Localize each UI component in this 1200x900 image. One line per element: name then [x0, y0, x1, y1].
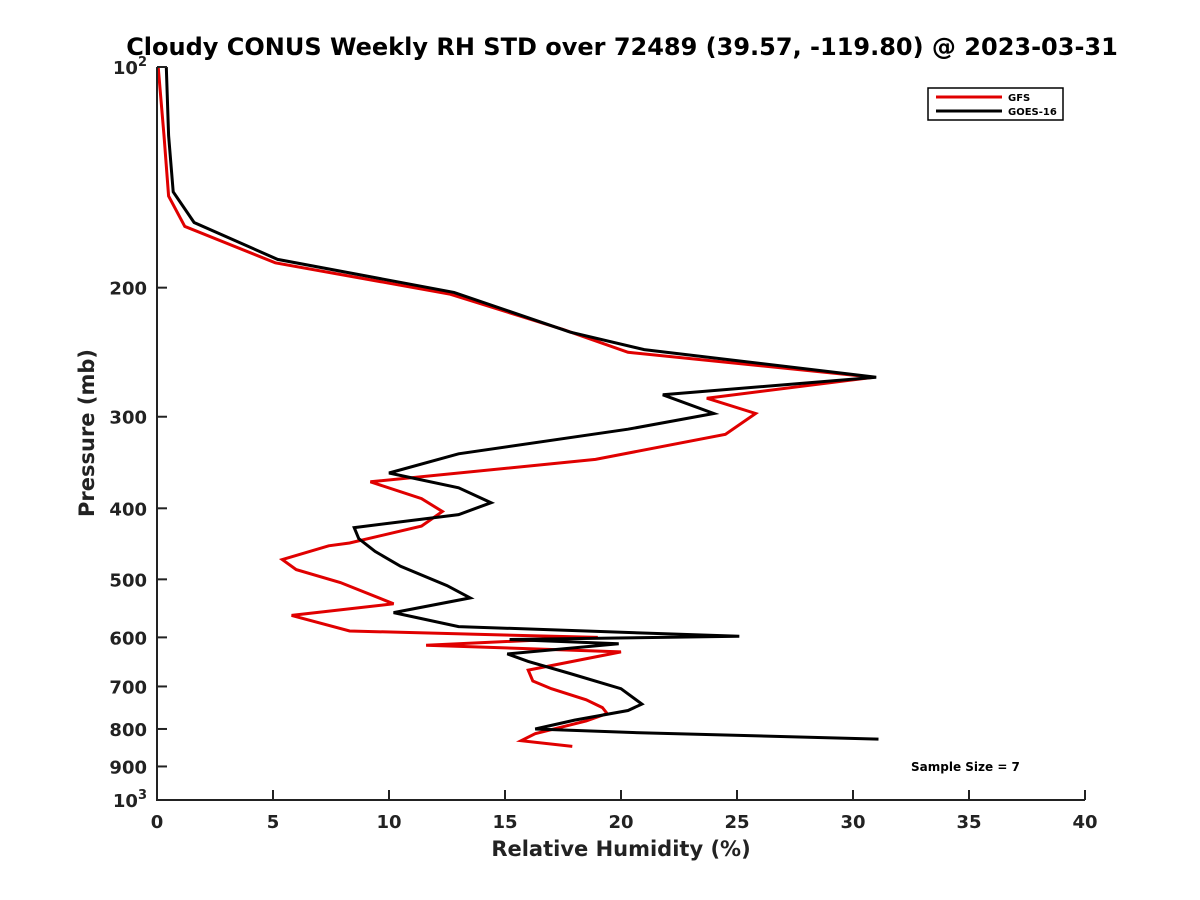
- series-line-goes-16: [164, 66, 879, 741]
- series-line-gfs: [156, 66, 875, 748]
- series-layer: [156, 66, 879, 748]
- x-tick-label-25: 25: [724, 812, 749, 833]
- y-tick-label-1000: 103: [113, 788, 147, 812]
- x-tick-label-5: 5: [267, 812, 280, 833]
- x-tick-label-40: 40: [1072, 812, 1097, 833]
- axes-layer: 0 5 10 15 20 25 30 35 40 102 200 300 400 500 600 700 800…: [109, 55, 1097, 833]
- y-tick-label-800: 800: [109, 720, 147, 741]
- y-tick-label-900: 900: [109, 757, 147, 778]
- legend-label-gfs: GFS: [1008, 93, 1030, 104]
- x-tick-label-20: 20: [608, 812, 633, 833]
- y-tick-label-500: 500: [109, 570, 147, 591]
- legend: GFS GOES-16: [927, 87, 1064, 121]
- legend-box: [927, 87, 1064, 121]
- y-axis-label: Pressure (mb): [75, 349, 99, 517]
- y-tick-label-100: 102: [113, 55, 147, 79]
- y-tick-label-300: 300: [109, 408, 147, 429]
- x-tick-label-15: 15: [492, 812, 517, 833]
- x-tick-label-10: 10: [376, 812, 401, 833]
- y-tick-label-600: 600: [109, 628, 147, 649]
- y-tick-label-700: 700: [109, 677, 147, 698]
- x-tick-label-30: 30: [840, 812, 865, 833]
- sample-size-annotation: Sample Size = 7: [911, 760, 1020, 774]
- legend-label-goes-16: GOES-16: [1008, 107, 1057, 118]
- x-axis-label: Relative Humidity (%): [491, 837, 750, 861]
- chart-title: Cloudy CONUS Weekly RH STD over 72489 (3…: [126, 33, 1118, 61]
- x-tick-label-35: 35: [956, 812, 981, 833]
- x-tick-label-0: 0: [151, 812, 164, 833]
- y-tick-label-200: 200: [109, 279, 147, 300]
- y-tick-label-400: 400: [109, 499, 147, 520]
